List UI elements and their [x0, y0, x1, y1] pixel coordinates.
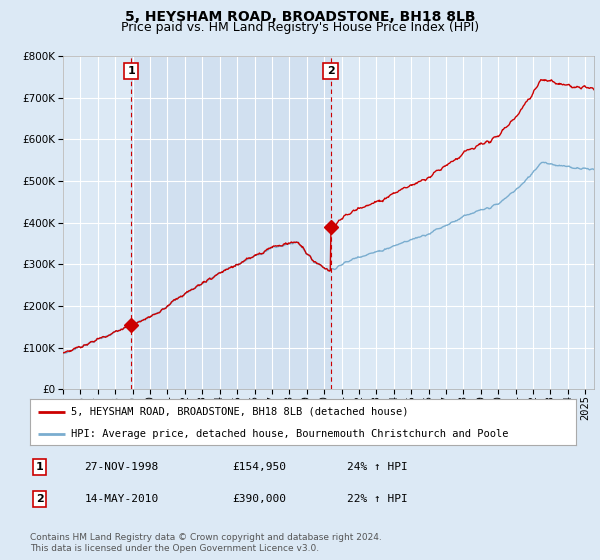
- Text: 22% ↑ HPI: 22% ↑ HPI: [347, 494, 407, 504]
- Text: Contains HM Land Registry data © Crown copyright and database right 2024.
This d: Contains HM Land Registry data © Crown c…: [30, 533, 382, 553]
- Text: 5, HEYSHAM ROAD, BROADSTONE, BH18 8LB (detached house): 5, HEYSHAM ROAD, BROADSTONE, BH18 8LB (d…: [71, 407, 409, 417]
- Text: 24% ↑ HPI: 24% ↑ HPI: [347, 462, 407, 472]
- Text: £154,950: £154,950: [232, 462, 286, 472]
- Text: Price paid vs. HM Land Registry's House Price Index (HPI): Price paid vs. HM Land Registry's House …: [121, 21, 479, 34]
- Text: 1: 1: [127, 66, 135, 76]
- Bar: [131, 56, 331, 389]
- Text: 2: 2: [327, 66, 334, 76]
- Text: 2: 2: [36, 494, 44, 504]
- Text: 14-MAY-2010: 14-MAY-2010: [85, 494, 159, 504]
- Text: £390,000: £390,000: [232, 494, 286, 504]
- Text: 1: 1: [36, 462, 44, 472]
- Text: 5, HEYSHAM ROAD, BROADSTONE, BH18 8LB: 5, HEYSHAM ROAD, BROADSTONE, BH18 8LB: [125, 10, 475, 24]
- Text: HPI: Average price, detached house, Bournemouth Christchurch and Poole: HPI: Average price, detached house, Bour…: [71, 429, 508, 438]
- Text: 27-NOV-1998: 27-NOV-1998: [85, 462, 159, 472]
